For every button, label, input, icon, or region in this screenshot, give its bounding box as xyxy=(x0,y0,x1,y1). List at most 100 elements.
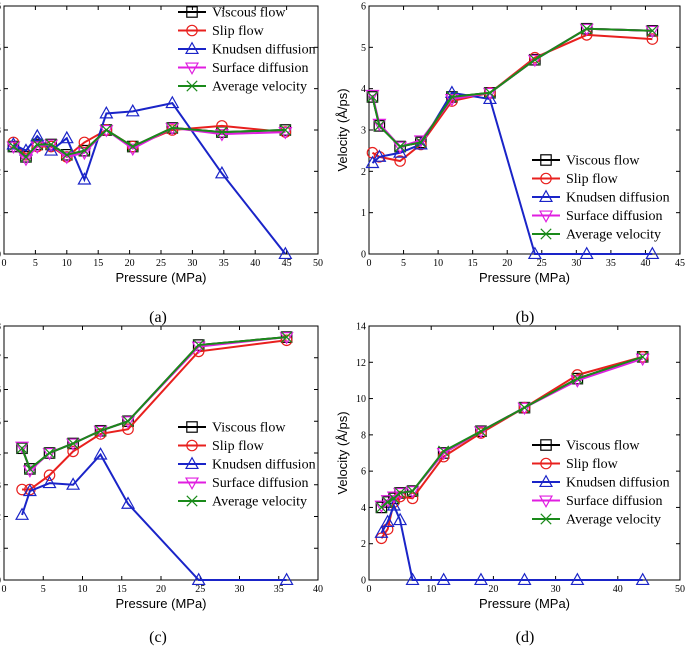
legend-label-slip: Slip flow xyxy=(566,457,619,472)
data-point-surface xyxy=(386,491,401,505)
y-tick-label: 2 xyxy=(0,167,1,178)
data-point-knudsen xyxy=(517,572,532,586)
data-point-average xyxy=(475,425,487,437)
x-tick-label: 35 xyxy=(274,584,284,595)
data-point-average xyxy=(382,496,394,508)
x-tick-label: 10 xyxy=(78,584,88,595)
data-point-average xyxy=(394,487,406,499)
data-point-knudsen xyxy=(570,572,585,586)
data-point-knudsen xyxy=(482,91,497,105)
x-tick-label: 30 xyxy=(235,584,245,595)
data-point-average xyxy=(127,140,139,153)
panel-c: 0 5 10 15 20 25 30 35 40 0 1 2 3 4 5 6 7 8 Pressure (MPa) V… xyxy=(0,322,323,647)
data-point-knudsen xyxy=(635,572,650,586)
legend-marker-slip xyxy=(540,457,552,470)
series-line-knudsen xyxy=(21,452,287,581)
series-line-average xyxy=(380,355,643,509)
data-point-knudsen xyxy=(405,572,420,586)
y-tick-label: 4 xyxy=(0,449,1,460)
panel-label: (d) xyxy=(516,629,535,646)
data-point-knudsen xyxy=(30,128,45,142)
legend-label-surface: Surface diffusion xyxy=(212,61,309,76)
legend-label-average: Average velocity xyxy=(566,228,661,243)
data-point-slip xyxy=(67,445,79,458)
legend-marker-surface xyxy=(538,495,554,508)
data-point-surface xyxy=(645,25,660,39)
data-point-average xyxy=(581,23,593,35)
data-point-knudsen xyxy=(125,103,140,117)
legend-label-slip: Slip flow xyxy=(566,172,619,187)
x-tick-label: 45 xyxy=(282,258,292,269)
x-tick-label: 40 xyxy=(613,584,623,595)
legend-marker-knudsen xyxy=(184,41,200,55)
y-tick-label: 4 xyxy=(361,503,366,514)
data-point-surface xyxy=(413,135,428,148)
x-tick-label: 25 xyxy=(156,258,166,269)
data-point-knudsen xyxy=(59,130,74,144)
y-tick-label: 3 xyxy=(0,126,1,137)
data-point-average xyxy=(394,140,406,153)
data-point-knudsen xyxy=(278,246,293,260)
legend-label-average: Average velocity xyxy=(212,495,307,510)
y-tick-label: 0 xyxy=(0,250,1,261)
legend-marker-knudsen xyxy=(184,456,200,470)
data-point-average xyxy=(166,122,178,134)
data-point-average xyxy=(45,138,57,151)
y-tick-label: 6 xyxy=(361,2,366,13)
x-tick-label: 10 xyxy=(62,258,72,269)
y-tick-label: 10 xyxy=(356,394,366,405)
data-point-surface xyxy=(527,54,542,68)
x-axis-label: Pressure (MPa) xyxy=(115,270,206,285)
legend-label-viscous: Viscous flow xyxy=(566,439,640,454)
legend-marker-viscous xyxy=(540,439,552,451)
data-point-knudsen xyxy=(380,514,395,527)
data-point-average xyxy=(484,87,496,99)
data-point-knudsen xyxy=(579,246,594,260)
data-point-knudsen xyxy=(374,525,389,538)
legend-label-viscous: Viscous flow xyxy=(212,6,286,21)
data-point-slip xyxy=(280,334,293,347)
x-tick-label: 20 xyxy=(156,584,166,595)
data-point-average xyxy=(94,425,107,437)
y-tick-label: 0 xyxy=(361,576,366,587)
legend-marker-surface xyxy=(184,62,200,75)
data-point-knudsen xyxy=(393,512,408,526)
data-point-knudsen xyxy=(393,145,408,158)
y-tick-label: 2 xyxy=(361,167,366,178)
y-tick-label: 3 xyxy=(361,126,366,137)
legend-label-surface: Surface diffusion xyxy=(566,209,663,224)
data-point-knudsen xyxy=(99,106,114,119)
x-tick-label: 50 xyxy=(313,258,323,269)
panel-a: 051015202530354045500123456Pressure (MPa… xyxy=(0,2,323,327)
data-point-average xyxy=(193,339,205,351)
y-tick-label: 5 xyxy=(361,43,366,54)
legend-label-viscous: Viscous flow xyxy=(566,154,640,169)
legend-marker-average xyxy=(186,80,198,92)
x-tick-label: 10 xyxy=(426,584,436,595)
legend-label-surface: Surface diffusion xyxy=(566,494,663,509)
data-point-average xyxy=(61,149,73,161)
x-tick-label: 20 xyxy=(502,258,512,269)
panel-label: (a) xyxy=(149,309,167,326)
y-tick-label: 0 xyxy=(0,576,1,587)
data-point-slip xyxy=(122,423,134,435)
y-tick-label: 5 xyxy=(0,43,1,54)
data-point-average xyxy=(438,445,450,457)
legend-label-viscous: Viscous flow xyxy=(212,421,286,436)
data-point-slip xyxy=(43,469,56,482)
data-point-knudsen xyxy=(527,246,542,260)
data-point-slip xyxy=(78,136,91,149)
series-line-slip xyxy=(371,33,653,163)
data-point-knudsen xyxy=(42,475,57,489)
data-point-surface xyxy=(372,118,387,132)
data-point-knudsen xyxy=(372,149,387,162)
data-point-slip xyxy=(394,155,406,167)
x-tick-label: 20 xyxy=(125,258,135,269)
data-point-average xyxy=(7,140,20,153)
data-point-surface xyxy=(393,141,408,154)
legend-label-surface: Surface diffusion xyxy=(212,476,309,491)
x-tick-label: 5 xyxy=(33,258,38,269)
y-tick-label: 1 xyxy=(0,544,1,555)
x-tick-label: 10 xyxy=(433,258,443,269)
